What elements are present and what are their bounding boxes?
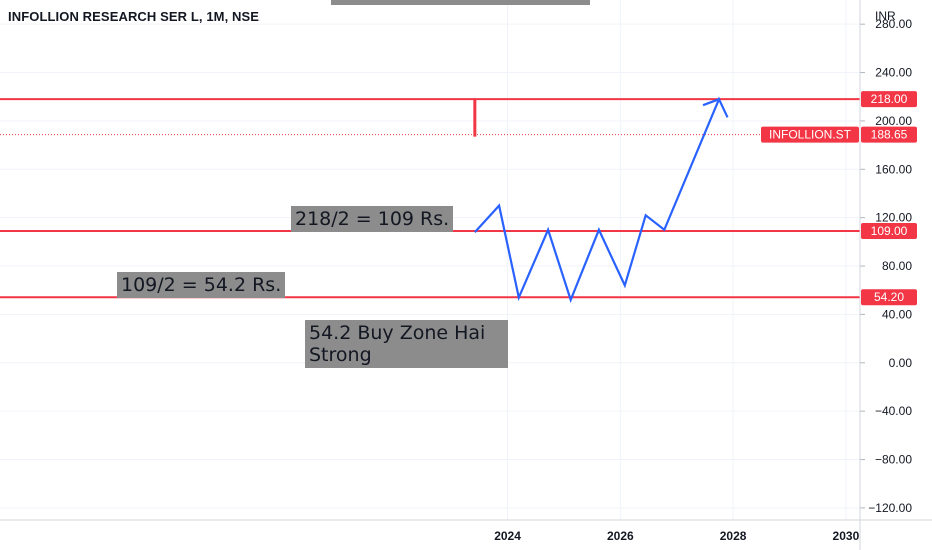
- last-price-badge-label: 188.65: [871, 128, 908, 142]
- level-badge: [861, 91, 917, 108]
- currency-label: INR: [875, 9, 896, 23]
- level-badge-label: 218.00: [871, 92, 908, 106]
- level-badge: [861, 289, 917, 306]
- level-badge: [861, 222, 917, 239]
- projection-line: [473, 96, 729, 304]
- time-tick-label: 2030: [833, 529, 860, 543]
- arrow-head: [702, 98, 720, 107]
- price-tick-label: 0.00: [889, 356, 913, 370]
- level-badge-label: 54.20: [874, 290, 904, 304]
- price-tick-label: 240.00: [875, 66, 912, 80]
- annotation-half-218[interactable]: 218/2 = 109 Rs.: [291, 206, 454, 232]
- price-tick-label: 40.00: [882, 307, 912, 321]
- price-tick-label: 80.00: [882, 259, 912, 273]
- annotation-buy-zone[interactable]: 54.2 Buy Zone Hai Strong: [305, 320, 508, 368]
- time-tick-label: 2028: [720, 529, 747, 543]
- symbol-title: INFOLLION RESEARCH SER L, 1M, NSE: [8, 9, 260, 24]
- price-tick-label: −80.00: [875, 453, 912, 467]
- price-tick-label: 280.00: [875, 17, 912, 31]
- candles: [473, 99, 477, 137]
- price-tick-label: −120.00: [868, 501, 912, 515]
- time-tick-label: 2024: [494, 529, 521, 543]
- time-tick-label: 2026: [607, 529, 634, 543]
- level-badge-label: 109.00: [871, 224, 908, 238]
- annotation-half-109[interactable]: 109/2 = 54.2 Rs.: [117, 272, 286, 298]
- candle: [473, 99, 477, 137]
- time-axis: 2024 2026 2028 2030: [0, 519, 932, 543]
- last-price-badge: [861, 126, 917, 143]
- symbol-badge-label: INFOLLION.ST: [769, 128, 852, 142]
- price-axis: 280.00 240.00 200.00 160.00 120.00 80.00 40.00…: [859, 0, 913, 550]
- price-tick-label: −40.00: [875, 404, 912, 418]
- symbol-badge: [761, 126, 859, 143]
- price-tick-label: 200.00: [875, 114, 912, 128]
- horizontal-levels: 218.00 109.00 54.20 INFOLLION.ST 188.65: [0, 91, 917, 306]
- grid: [0, 0, 860, 520]
- price-tick-label: 120.00: [875, 211, 912, 225]
- annotation-cut-off[interactable]: [331, 0, 590, 5]
- projection-path: [473, 96, 729, 304]
- price-tick-label: 160.00: [875, 162, 912, 176]
